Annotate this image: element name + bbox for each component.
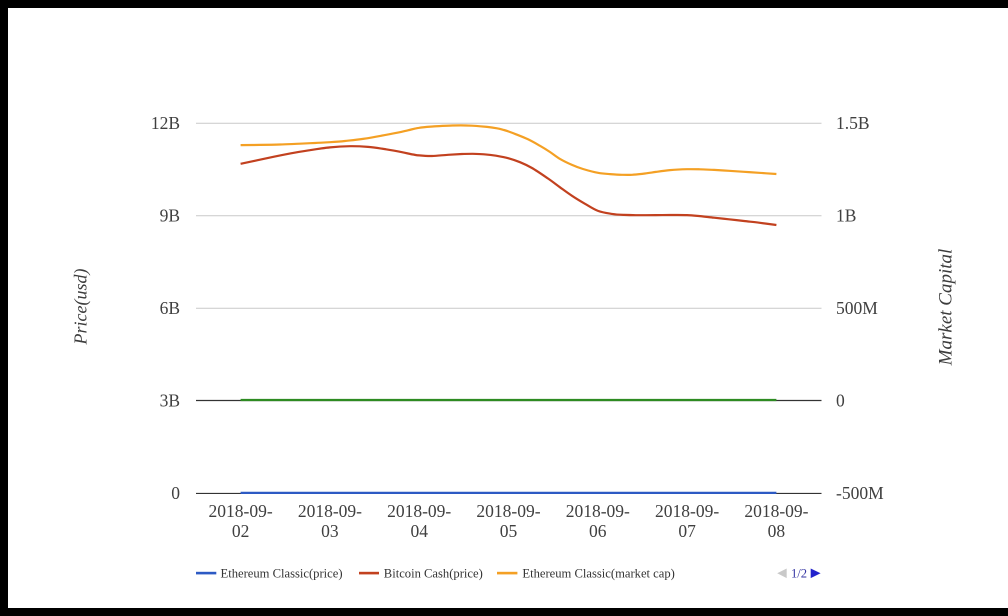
svg-text:0: 0 (836, 391, 845, 411)
svg-text:07: 07 (678, 521, 696, 541)
svg-text:2018-09-: 2018-09- (744, 501, 808, 521)
svg-text:Ethereum Classic(market cap): Ethereum Classic(market cap) (522, 567, 674, 581)
svg-text:06: 06 (589, 521, 607, 541)
svg-text:08: 08 (768, 521, 786, 541)
svg-text:1/2: 1/2 (791, 567, 807, 581)
svg-text:03: 03 (321, 521, 339, 541)
svg-text:02: 02 (232, 521, 250, 541)
svg-text:500M: 500M (836, 298, 878, 318)
svg-text:Ethereum Classic(price): Ethereum Classic(price) (221, 567, 343, 581)
svg-text:04: 04 (410, 521, 428, 541)
svg-text:3B: 3B (160, 391, 180, 411)
svg-text:2018-09-: 2018-09- (387, 501, 451, 521)
svg-text:12B: 12B (151, 113, 180, 133)
svg-text:2018-09-: 2018-09- (566, 501, 630, 521)
svg-text:-500M: -500M (836, 483, 884, 503)
svg-text:2018-09-: 2018-09- (298, 501, 362, 521)
svg-text:05: 05 (500, 521, 518, 541)
svg-text:Market Capital: Market Capital (936, 249, 957, 367)
svg-text:2018-09-: 2018-09- (655, 501, 719, 521)
svg-text:0: 0 (171, 483, 180, 503)
svg-text:1.5B: 1.5B (836, 113, 870, 133)
svg-text:Bitcoin Cash(price): Bitcoin Cash(price) (384, 567, 483, 581)
svg-text:2018-09-: 2018-09- (476, 501, 540, 521)
svg-text:2018-09-: 2018-09- (209, 501, 273, 521)
svg-text:6B: 6B (160, 298, 180, 318)
svg-text:9B: 9B (160, 206, 180, 226)
svg-text:Price(usd): Price(usd) (71, 269, 92, 346)
svg-text:1B: 1B (836, 206, 856, 226)
